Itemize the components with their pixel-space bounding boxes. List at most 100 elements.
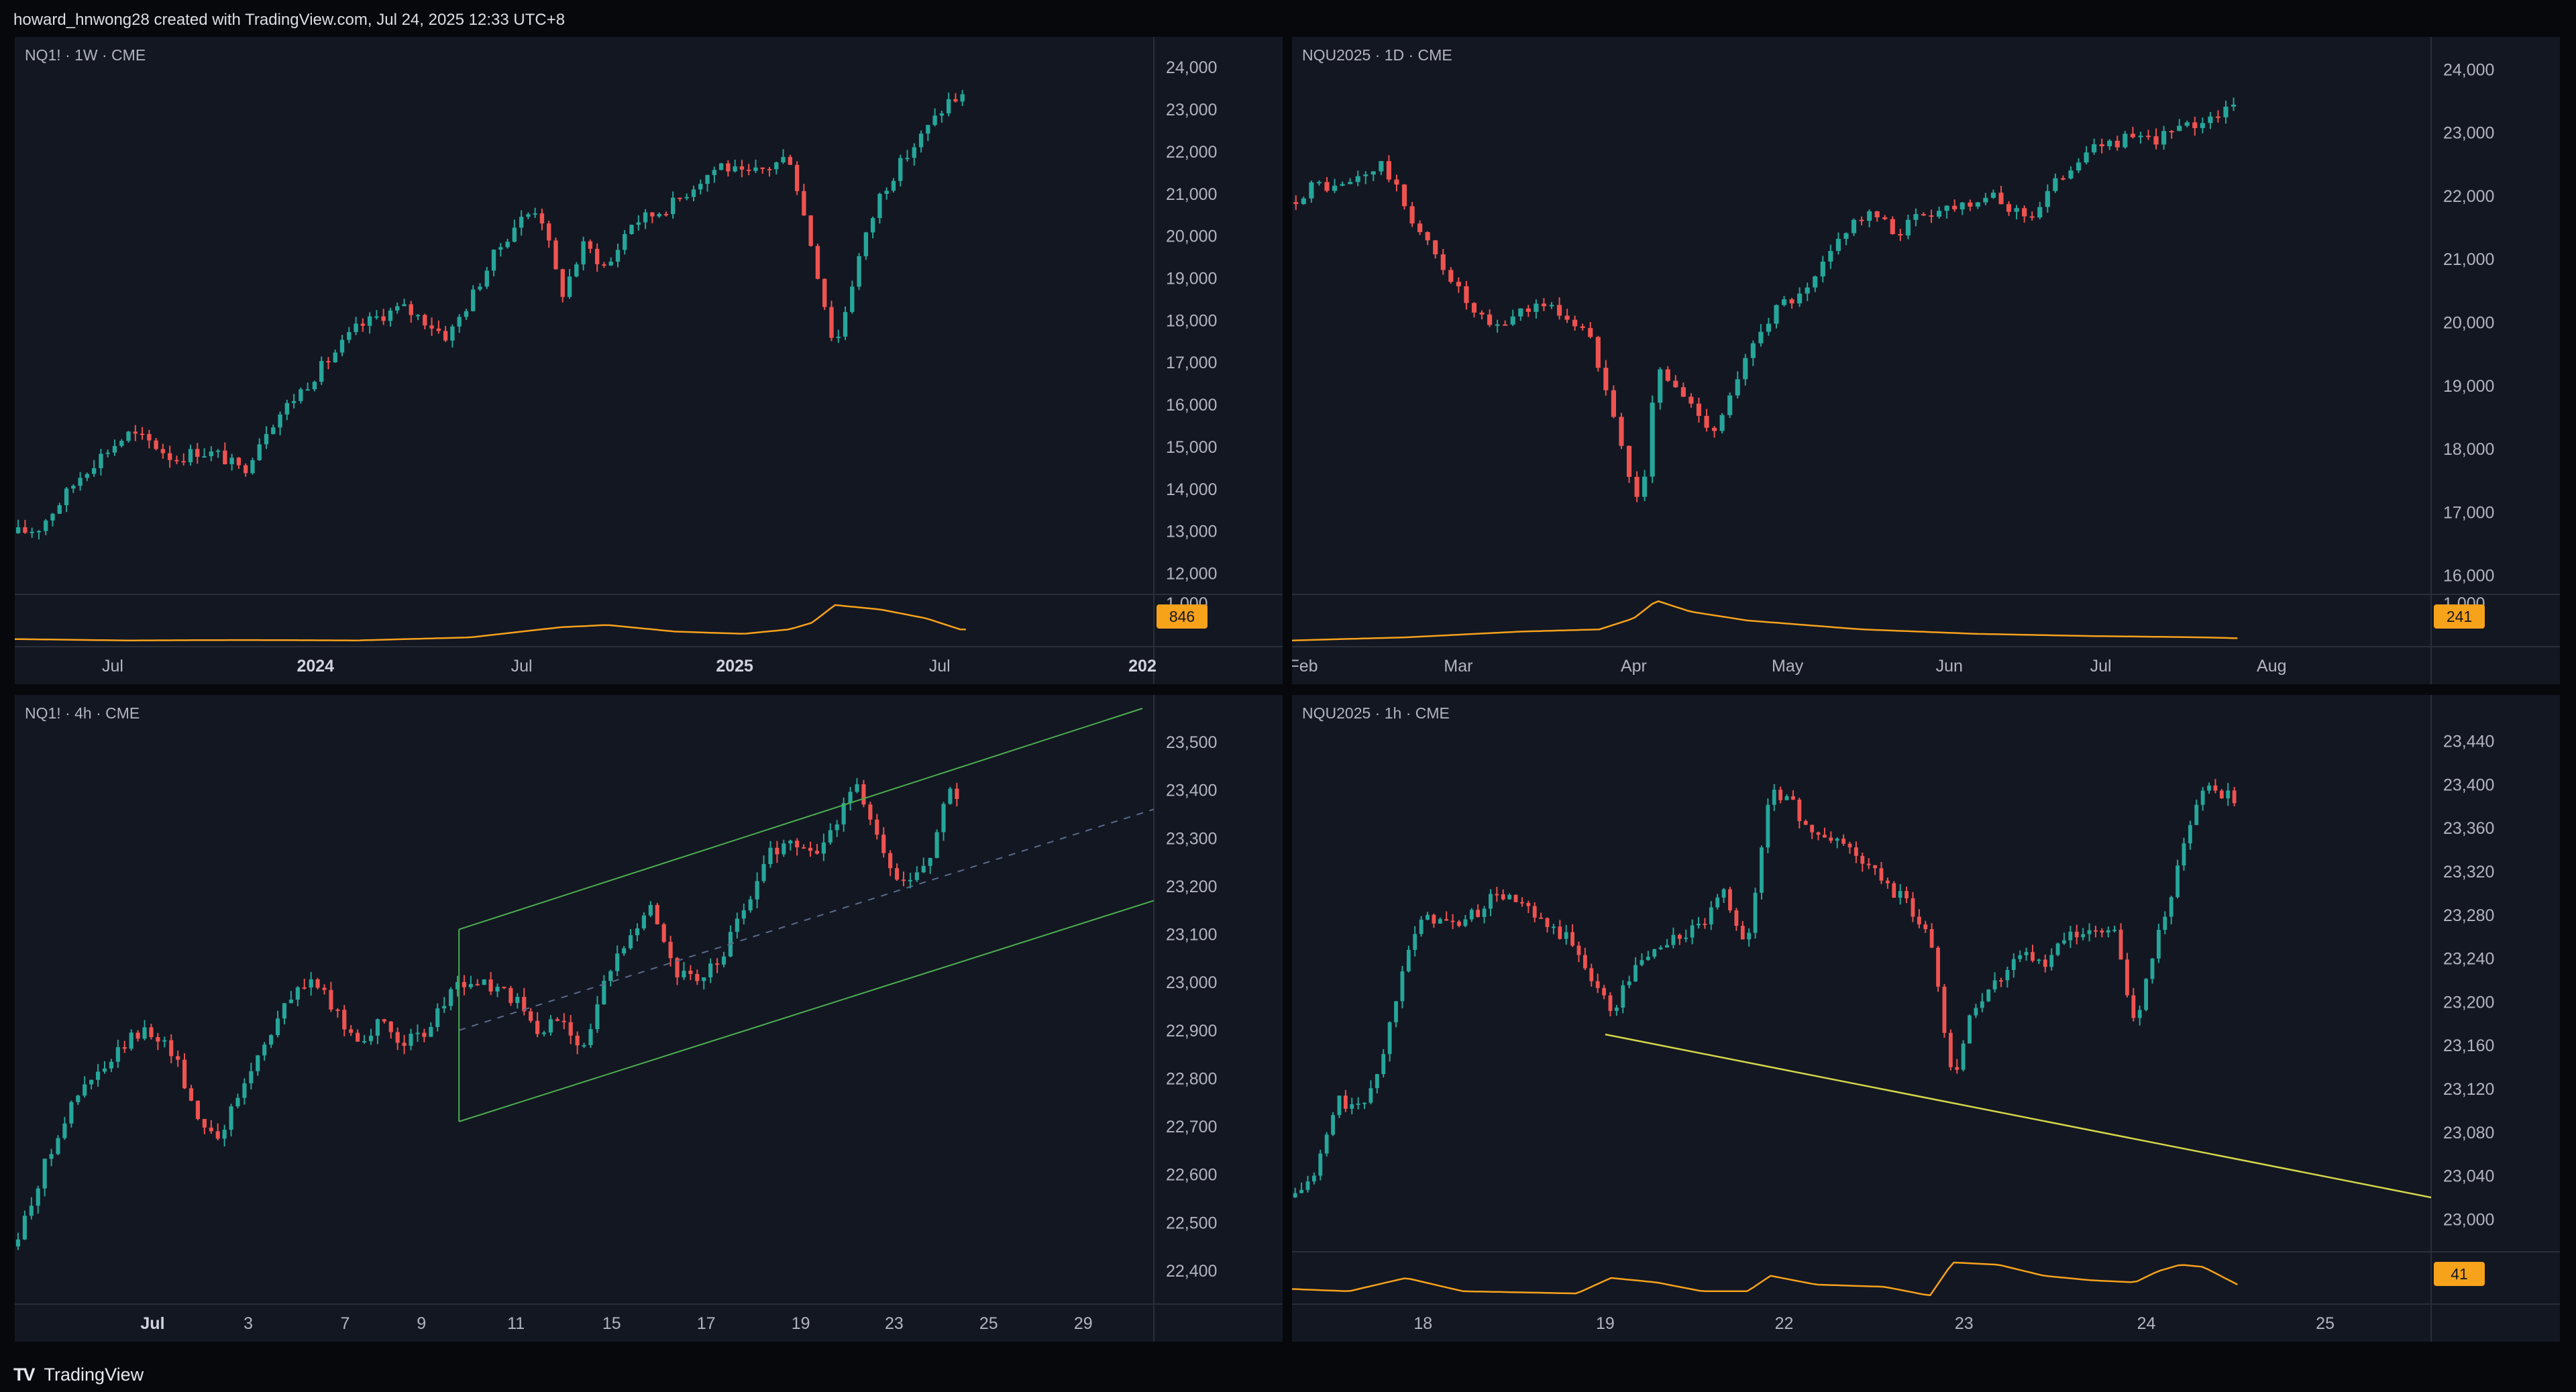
candle-up xyxy=(319,361,324,382)
candle-up xyxy=(1438,919,1442,924)
candle-down xyxy=(2153,136,2159,145)
candle-up xyxy=(533,213,537,215)
candle-up xyxy=(256,1055,260,1071)
candle-down xyxy=(663,213,669,215)
candle-up xyxy=(588,1029,593,1046)
time-tick-label: 3 xyxy=(244,1314,253,1333)
candle-up xyxy=(2106,930,2110,933)
time-tick-label: Jul xyxy=(102,657,123,676)
candle-up xyxy=(1937,211,1942,217)
candle-up xyxy=(2156,930,2161,959)
price-tick-label: 23,100 xyxy=(1166,926,1217,945)
candle-down xyxy=(802,191,806,216)
support-trendline xyxy=(1605,1033,2432,1199)
candle-down xyxy=(2219,790,2224,799)
candle-up xyxy=(395,306,400,311)
candle-up xyxy=(602,981,606,1005)
chart-panel-nq1-4h[interactable]: NQ1! · 4h · CME 23,500 23,400 23,300 23,200… xyxy=(15,695,1283,1342)
volume-badge-bg xyxy=(2434,1262,2485,1286)
candle-down xyxy=(122,1047,127,1049)
candle-up xyxy=(932,115,937,125)
candle-up xyxy=(1363,174,1368,176)
candle-down xyxy=(602,264,606,266)
candle-down xyxy=(1580,326,1585,328)
candles xyxy=(15,778,959,1250)
candle-up xyxy=(1671,934,1676,945)
candle-down xyxy=(1487,314,1493,325)
candle-down xyxy=(650,212,655,217)
candle-down xyxy=(1696,403,1702,416)
candle-up xyxy=(2200,123,2205,128)
time-tick-label: 15 xyxy=(602,1314,621,1333)
candle-up xyxy=(2144,979,2149,1010)
candle-up xyxy=(698,184,703,190)
price-tick-label: 22,400 xyxy=(1166,1262,1217,1281)
candle-down xyxy=(160,449,166,453)
candle-up xyxy=(753,167,758,171)
candle-down xyxy=(1425,231,1430,241)
candle-up xyxy=(42,1159,47,1189)
candle-up xyxy=(1650,403,1655,477)
candle-down xyxy=(1778,790,1783,800)
candle-up xyxy=(1867,211,1872,221)
candle-down xyxy=(1968,202,1973,207)
candle-down xyxy=(675,958,680,977)
candle-down xyxy=(1464,286,1469,303)
candle-down xyxy=(1556,305,1562,316)
candlestick-chart[interactable]: 23,500 23,400 23,300 23,200 23,100 23,000 22,9… xyxy=(15,695,1283,1342)
candle-down xyxy=(1495,894,1499,896)
candle-up xyxy=(1960,202,1965,210)
candle-down xyxy=(2131,995,2136,1018)
price-tick-label: 23,200 xyxy=(1166,877,1217,896)
chart-panel-nq1-weekly[interactable]: NQ1! · 1W · CME 24,000 23,000 22,000 21,000… xyxy=(15,37,1283,684)
candle-up xyxy=(1305,1181,1310,1190)
chart-panel-nqu2025-daily[interactable]: NQU2025 · 1D · CME 24,000 23,000 22,000 21,… xyxy=(1292,37,2560,684)
candle-up xyxy=(2055,943,2060,955)
candle-down xyxy=(808,215,813,246)
candle-up xyxy=(2176,865,2180,898)
candle-up xyxy=(884,191,889,195)
volume-line xyxy=(15,604,966,641)
price-tick-label: 23,400 xyxy=(1166,782,1217,800)
candle-up xyxy=(2200,790,2205,805)
candle-up xyxy=(761,863,766,881)
candle-up xyxy=(288,1000,293,1004)
candle-up xyxy=(670,197,676,215)
candle-up xyxy=(1747,932,1752,940)
candle-down xyxy=(1525,308,1531,312)
candle-down xyxy=(1608,995,1613,1011)
price-tick-label: 16,000 xyxy=(1166,396,1217,415)
candle-up xyxy=(278,414,282,428)
candle-down xyxy=(176,1056,180,1060)
candle-down xyxy=(2099,144,2104,147)
candle-down xyxy=(1882,217,1888,219)
candle-down xyxy=(1570,932,1575,946)
candle-down xyxy=(488,979,493,992)
candle-up xyxy=(1510,316,1515,325)
candle-down xyxy=(1948,1032,1953,1067)
candle-up xyxy=(768,847,773,864)
candle-up xyxy=(333,352,337,363)
candle-down xyxy=(695,973,700,981)
candle-down xyxy=(1513,894,1518,902)
candle-up xyxy=(354,323,358,333)
candlestick-chart[interactable]: 24,000 23,000 22,000 21,000 20,000 19,000 18,0… xyxy=(1292,37,2560,684)
time-tick-label: Jun xyxy=(1936,657,1963,676)
candle-up xyxy=(85,474,90,478)
candle-up xyxy=(62,1123,67,1138)
candle-down xyxy=(402,1042,407,1046)
candle-up xyxy=(608,971,613,981)
chart-panel-nqu2025-1h[interactable]: NQU2025 · 1h · CME 23,440 23,400 23,360 23,… xyxy=(1292,695,2560,1342)
candle-down xyxy=(561,1020,566,1022)
candlestick-chart[interactable]: 23,440 23,400 23,360 23,320 23,280 23,240 23,2… xyxy=(1292,695,2560,1342)
candle-up xyxy=(15,527,21,533)
candle-down xyxy=(1595,981,1600,988)
price-tick-label: 22,500 xyxy=(1166,1214,1217,1232)
volume-badge-bg xyxy=(2434,604,2485,629)
candle-up xyxy=(495,986,500,992)
candle-down xyxy=(1866,863,1871,865)
candle-up xyxy=(2087,930,2092,934)
candlestick-chart[interactable]: 24,000 23,000 22,000 21,000 20,000 19,000 18,0… xyxy=(15,37,1283,684)
candle-down xyxy=(23,527,28,533)
candle-down xyxy=(1829,837,1833,841)
